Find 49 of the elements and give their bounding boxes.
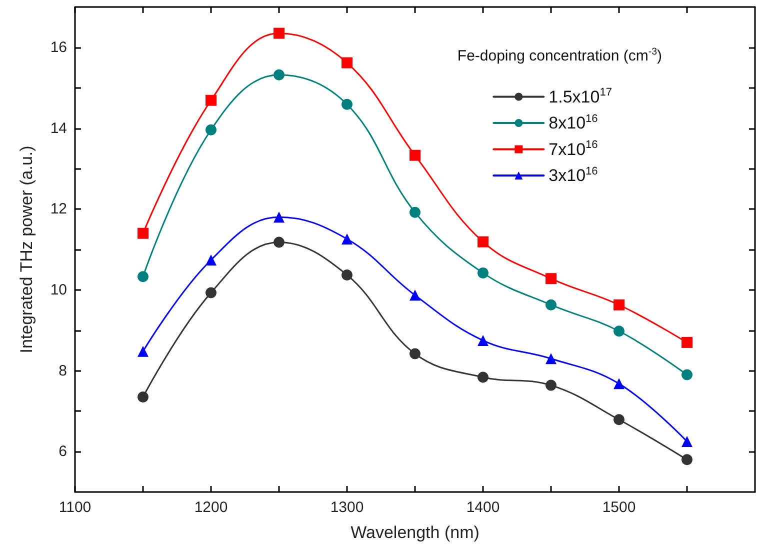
y-tick-label: 8	[58, 362, 67, 380]
x-axis-title: Wavelength (nm)	[350, 523, 480, 542]
point	[206, 287, 216, 298]
y-tick-label: 14	[50, 120, 67, 137]
point	[546, 299, 556, 310]
point	[274, 28, 284, 39]
point	[546, 380, 556, 391]
x-tick-label: 1400	[466, 499, 500, 516]
point	[274, 212, 284, 223]
y-tick-label: 6	[58, 443, 67, 460]
point	[478, 334, 488, 346]
y-tick-label: 10	[50, 281, 67, 298]
point	[546, 273, 556, 284]
point	[614, 378, 624, 390]
point	[274, 69, 284, 80]
point	[410, 348, 420, 360]
point	[342, 269, 352, 280]
x-tick-label: 1500	[602, 499, 636, 516]
point	[478, 236, 488, 248]
point	[614, 299, 624, 310]
y-axis-title: Integrated THz power (a.u.)	[17, 146, 36, 354]
point	[138, 392, 148, 403]
point	[478, 372, 488, 383]
point	[342, 233, 352, 244]
point	[682, 336, 692, 348]
y-tick-label: 16	[50, 38, 67, 56]
point	[138, 346, 148, 357]
point	[342, 98, 352, 110]
point	[342, 57, 352, 68]
y-tick-label: 12	[50, 200, 67, 218]
point	[410, 150, 420, 161]
point	[614, 414, 624, 426]
point	[682, 369, 692, 380]
x-tick-label: 1100	[58, 499, 92, 516]
point	[274, 236, 284, 248]
x-tick-label: 1200	[194, 499, 228, 516]
point	[682, 454, 692, 466]
point	[614, 326, 624, 337]
point	[206, 94, 216, 106]
point	[206, 124, 216, 136]
point	[682, 436, 692, 447]
point	[410, 206, 420, 218]
x-tick-label: 1300	[330, 499, 364, 516]
point	[138, 271, 148, 282]
point	[206, 254, 216, 266]
point	[410, 290, 420, 301]
point	[138, 228, 148, 239]
point	[546, 353, 556, 364]
point	[478, 267, 488, 278]
